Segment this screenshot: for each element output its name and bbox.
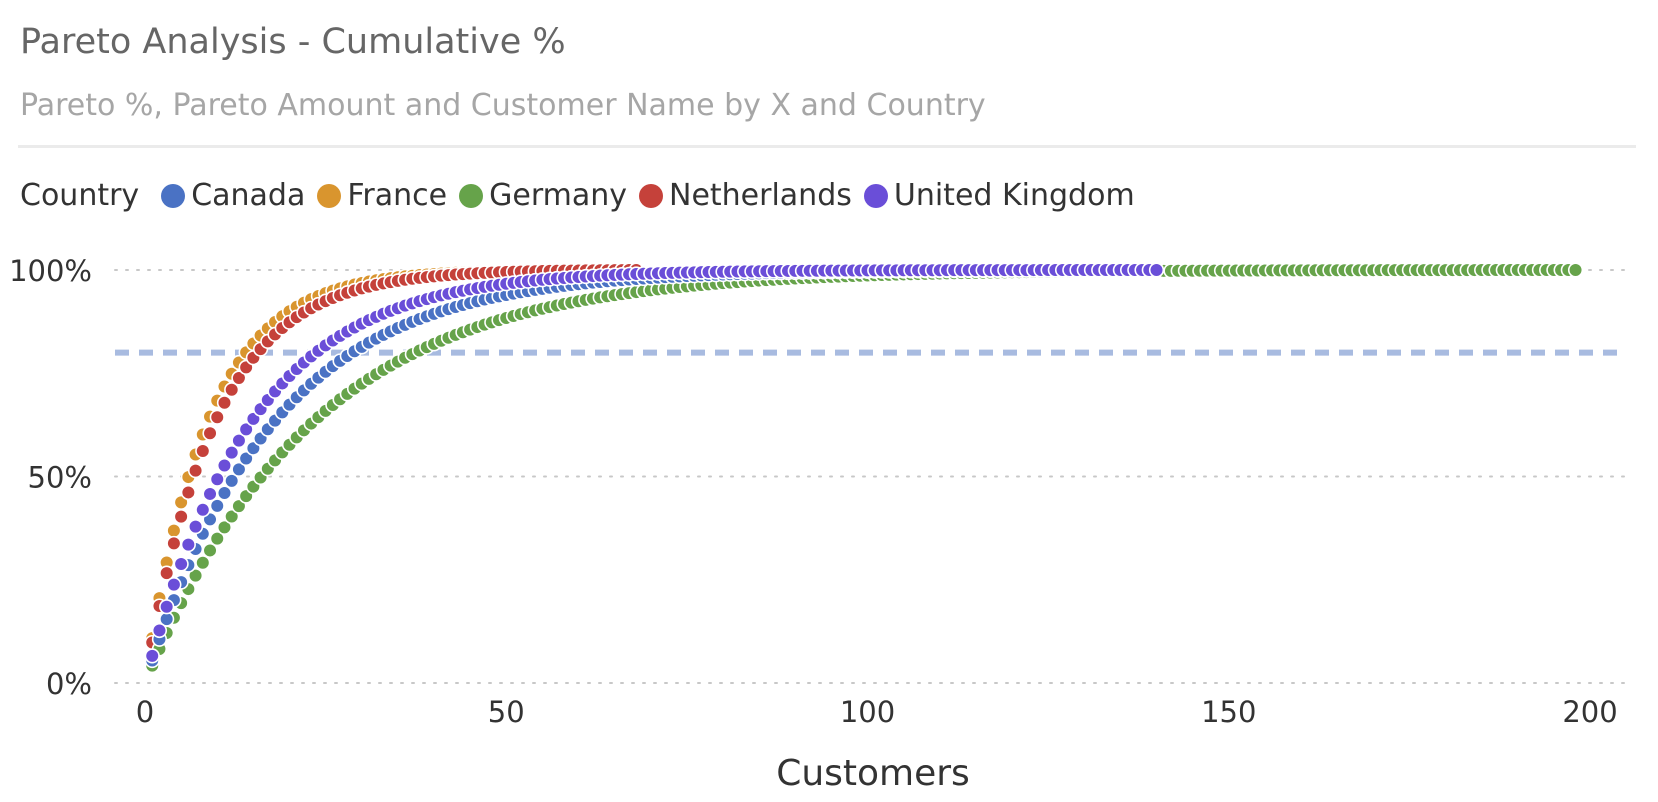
point-netherlands [159, 565, 175, 581]
point-united-kingdom [224, 445, 240, 461]
legend-dot-france [317, 183, 342, 208]
point-united-kingdom [151, 622, 168, 639]
point-germany [202, 542, 218, 559]
point-united-kingdom [209, 471, 225, 487]
point-canada [209, 498, 225, 514]
header-divider [18, 145, 1636, 148]
point-united-kingdom [166, 577, 182, 593]
y-tick-label: 0% [46, 667, 92, 701]
legend-item-united-kingdom[interactable]: United Kingdom [863, 178, 1135, 213]
point-canada [216, 485, 233, 501]
point-canada [231, 461, 247, 477]
point-united-kingdom [180, 537, 196, 553]
point-canada [224, 473, 240, 489]
point-germany [1567, 262, 1584, 278]
x-tick-label: 200 [1562, 695, 1617, 729]
point-germany [216, 519, 233, 535]
x-tick-label: 50 [488, 695, 525, 729]
legend-label-netherlands: Netherlands [669, 178, 852, 213]
point-united-kingdom [159, 599, 175, 615]
y-tick-label: 50% [28, 461, 92, 495]
legend-label-canada: Canada [191, 178, 306, 213]
x-axis-tick-labels: 0 50 100 150 200 [136, 695, 1618, 729]
point-netherlands [173, 509, 189, 525]
series-france [144, 262, 644, 646]
legend-item-canada[interactable]: Canada [161, 178, 305, 213]
point-netherlands [209, 409, 225, 425]
legend-label-france: France [347, 178, 448, 213]
point-netherlands [216, 395, 233, 411]
point-united-kingdom [1148, 262, 1165, 278]
point-united-kingdom [231, 433, 247, 449]
legend-label-united-kingdom: United Kingdom [893, 178, 1135, 213]
x-tick-label: 100 [840, 695, 895, 729]
legend: Country Canada France Germany Netherland… [20, 178, 1147, 213]
legend-label-germany: Germany [489, 178, 627, 213]
point-germany [187, 568, 204, 584]
x-tick-label: 150 [1201, 695, 1256, 729]
point-france [166, 523, 182, 539]
legend-dot-netherlands [639, 183, 663, 208]
point-united-kingdom [173, 556, 189, 572]
y-tick-label: 100% [9, 254, 92, 288]
point-netherlands [231, 370, 247, 386]
y-axis-tick-labels: 0% 50% 100% [9, 254, 92, 701]
legend-dot-united-kingdom [863, 183, 888, 208]
legend-title: Country [20, 178, 140, 213]
point-united-kingdom [195, 502, 211, 518]
point-netherlands [195, 443, 211, 459]
point-canada [238, 450, 254, 467]
point-netherlands [202, 425, 218, 441]
point-united-kingdom [144, 648, 160, 664]
legend-item-france[interactable]: France [317, 178, 447, 213]
point-netherlands [187, 463, 204, 479]
x-axis-title: Customers [776, 753, 970, 794]
point-united-kingdom [238, 421, 254, 437]
point-netherlands [224, 382, 240, 398]
x-tick-label: 0 [136, 695, 154, 729]
point-germany [209, 531, 225, 547]
point-netherlands [180, 484, 196, 501]
point-united-kingdom [202, 486, 218, 502]
point-united-kingdom [216, 457, 233, 474]
point-germany [195, 555, 211, 571]
legend-item-netherlands[interactable]: Netherlands [639, 178, 852, 213]
series-united-kingdom [144, 262, 1165, 664]
chart-subtitle: Pareto %, Pareto Amount and Customer Nam… [20, 88, 986, 123]
legend-dot-canada [161, 183, 186, 208]
data-points [144, 262, 1584, 674]
legend-item-germany[interactable]: Germany [459, 178, 627, 213]
point-united-kingdom [187, 518, 204, 535]
chart-title: Pareto Analysis - Cumulative % [20, 22, 566, 62]
legend-dot-germany [459, 183, 484, 208]
point-germany [224, 508, 240, 525]
point-netherlands [166, 535, 182, 552]
series-netherlands [144, 262, 644, 651]
